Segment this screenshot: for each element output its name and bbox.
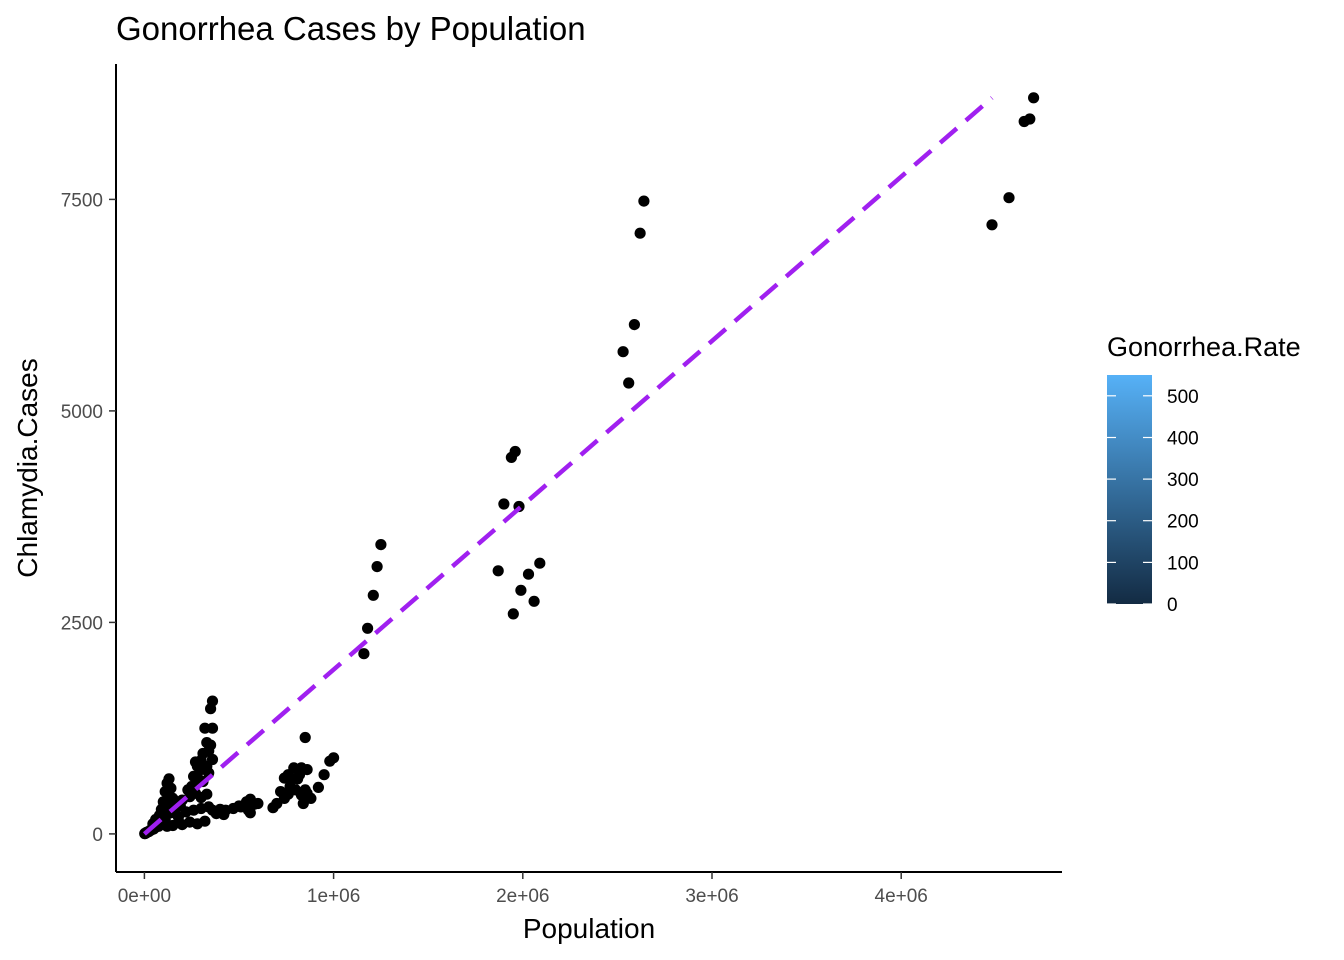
plot-area — [139, 92, 1040, 840]
x-axis-ticks: 0e+00 1e+06 2e+06 3e+06 4e+06 — [118, 872, 928, 907]
data-point — [362, 622, 374, 634]
data-point — [1003, 192, 1015, 204]
y-axis-ticks: 0 2500 5000 7500 — [61, 190, 116, 846]
data-point — [301, 787, 313, 799]
data-point — [176, 819, 188, 831]
data-point — [278, 772, 290, 784]
y-tick-label: 7500 — [61, 190, 103, 211]
legend: Gonorrhea.Rate 0 100 200 300 400 500 — [1107, 332, 1301, 616]
data-point — [206, 722, 219, 734]
chart-title: Gonorrhea Cases by Population — [116, 10, 586, 47]
data-point — [507, 608, 519, 620]
data-point — [617, 346, 629, 358]
x-tick-label: 3e+06 — [685, 886, 738, 907]
data-point — [1018, 115, 1030, 128]
data-point — [528, 595, 540, 607]
data-point — [375, 539, 387, 551]
data-point — [195, 791, 207, 804]
data-point — [199, 815, 211, 827]
x-axis-label: Population — [523, 913, 655, 944]
data-point — [623, 377, 635, 389]
data-point — [312, 781, 324, 794]
data-point — [267, 802, 279, 814]
data-point — [297, 797, 309, 810]
data-point — [505, 451, 517, 463]
data-point — [205, 703, 217, 715]
legend-colorbar — [1107, 375, 1152, 604]
x-tick-label: 1e+06 — [307, 886, 360, 907]
data-point — [534, 557, 546, 569]
data-point — [358, 648, 370, 660]
data-point — [324, 755, 336, 767]
data-point — [522, 568, 535, 580]
data-point — [244, 807, 256, 819]
data-point — [498, 498, 510, 510]
legend-tick-label: 300 — [1167, 470, 1199, 491]
data-point — [515, 584, 527, 596]
legend-tick-label: 100 — [1167, 553, 1199, 574]
data-point — [367, 589, 379, 601]
data-point — [492, 565, 504, 577]
x-tick-label: 2e+06 — [496, 886, 549, 907]
data-point — [371, 561, 383, 573]
legend-title: Gonorrhea.Rate — [1107, 332, 1301, 362]
data-point — [1028, 92, 1040, 104]
x-tick-label: 4e+06 — [875, 886, 928, 907]
x-tick-label: 0e+00 — [118, 886, 171, 907]
legend-ticks: 0 100 200 300 400 500 — [1107, 387, 1199, 616]
legend-tick-label: 200 — [1167, 512, 1199, 533]
y-tick-label: 5000 — [61, 402, 103, 423]
y-tick-label: 0 — [92, 825, 103, 846]
data-point — [318, 769, 330, 781]
data-point — [299, 731, 311, 744]
data-point — [638, 195, 650, 207]
data-point — [252, 797, 264, 810]
y-tick-label: 2500 — [61, 613, 103, 634]
y-axis-label: Chlamydia.Cases — [12, 358, 43, 577]
data-point — [634, 227, 646, 239]
data-point — [986, 219, 998, 231]
legend-tick-label: 0 — [1167, 595, 1178, 616]
legend-tick-label: 400 — [1167, 429, 1199, 450]
trend-line — [142, 96, 994, 836]
data-point — [233, 800, 245, 812]
data-point — [628, 319, 641, 331]
legend-tick-label: 500 — [1167, 387, 1199, 408]
